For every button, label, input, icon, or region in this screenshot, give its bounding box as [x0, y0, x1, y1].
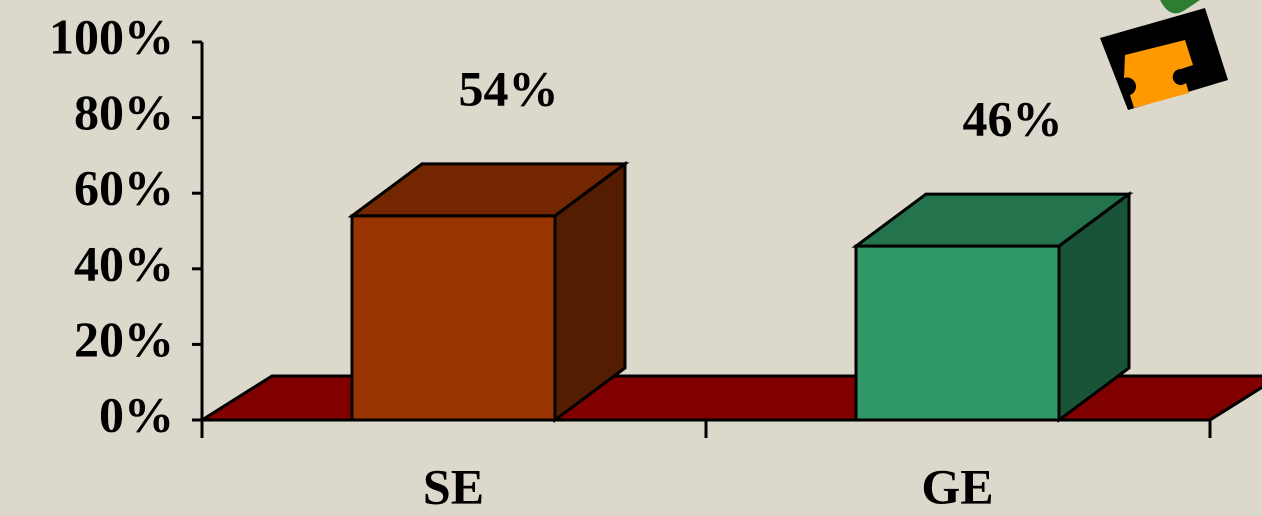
bar: [350, 214, 557, 422]
y-tick-label: 100%: [49, 8, 174, 64]
bar: [854, 244, 1061, 422]
y-tick-label: 40%: [74, 235, 174, 291]
value-label: 54%: [459, 60, 559, 116]
puzzle-icon: [1100, 0, 1228, 110]
y-tick-label: 20%: [74, 311, 174, 367]
x-tick-label: GE: [921, 458, 993, 514]
x-tick-label: SE: [423, 458, 484, 514]
value-label: 46%: [963, 91, 1063, 147]
y-tick-label: 80%: [74, 84, 174, 140]
y-tick-label: 60%: [74, 160, 174, 216]
y-tick-label: 0%: [99, 386, 174, 442]
